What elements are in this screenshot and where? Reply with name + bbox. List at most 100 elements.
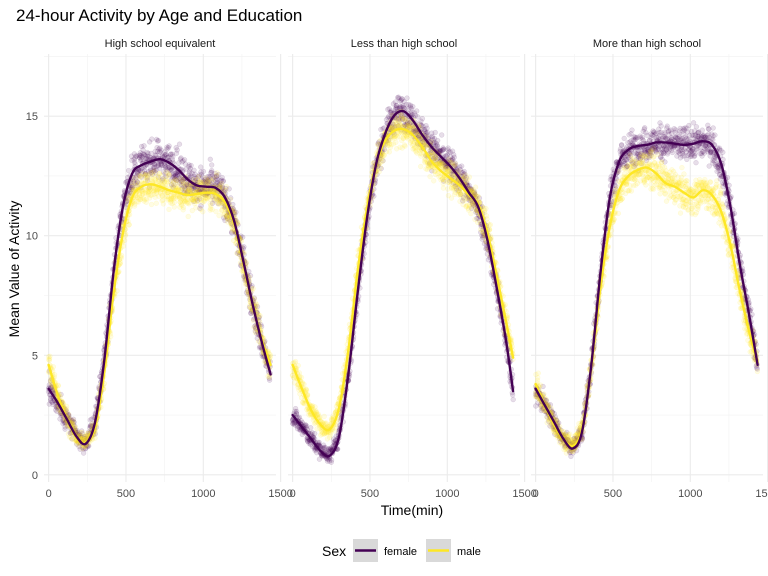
data-point	[134, 153, 140, 159]
data-point	[87, 417, 93, 423]
data-point	[151, 164, 157, 171]
x-tick-label: 0	[46, 488, 52, 500]
data-point	[181, 157, 188, 163]
data-point	[227, 196, 233, 203]
data-point	[487, 222, 494, 228]
data-point	[154, 163, 160, 170]
data-point	[419, 116, 426, 122]
data-point	[84, 433, 90, 439]
data-point	[145, 168, 152, 175]
data-point	[138, 143, 145, 150]
data-point	[127, 189, 133, 196]
data-point	[158, 162, 165, 169]
data-points	[532, 120, 761, 460]
x-tick-label: 1000	[191, 488, 215, 500]
data-point	[80, 446, 87, 452]
data-point	[303, 387, 310, 393]
data-point	[151, 161, 157, 167]
data-point	[47, 397, 54, 404]
data-point	[81, 435, 88, 442]
data-point	[180, 204, 187, 211]
series-line-female	[47, 158, 272, 446]
data-point	[257, 313, 263, 319]
data-point	[82, 435, 88, 442]
data-point	[475, 193, 481, 199]
data-point	[254, 301, 260, 308]
data-point	[153, 136, 160, 143]
data-point	[292, 358, 299, 365]
data-point	[129, 185, 136, 191]
data-point	[153, 200, 159, 206]
data-point	[139, 154, 145, 160]
data-point	[176, 141, 183, 147]
data-point	[80, 450, 87, 456]
data-point	[126, 222, 132, 228]
data-point	[410, 103, 416, 110]
data-point	[295, 362, 301, 369]
data-point	[69, 436, 75, 442]
x-tick-label: 1500	[755, 488, 768, 500]
y-tick-label: 10	[26, 231, 38, 243]
data-point	[84, 443, 91, 450]
data-point	[147, 171, 153, 177]
data-point	[159, 162, 165, 168]
data-point	[483, 205, 489, 212]
data-point	[85, 443, 91, 449]
data-point	[138, 153, 144, 159]
data-point	[153, 153, 159, 159]
facet-strip-label: Less than high school	[351, 38, 457, 50]
data-point	[132, 161, 138, 167]
data-point	[151, 168, 157, 174]
data-point	[148, 154, 154, 161]
x-tick-label: 500	[604, 488, 622, 500]
data-point	[200, 168, 207, 175]
data-point	[155, 162, 161, 168]
x-tick-label: 0	[533, 488, 539, 500]
data-point	[440, 146, 447, 152]
data-point	[143, 155, 149, 162]
data-point	[155, 160, 161, 167]
data-point	[53, 407, 59, 413]
y-tick-label: 0	[32, 470, 38, 482]
data-point	[114, 288, 120, 294]
data-point	[48, 384, 54, 390]
data-point	[152, 168, 158, 174]
data-point	[86, 443, 92, 449]
data-point	[142, 168, 148, 174]
data-point	[130, 178, 137, 184]
data-point	[308, 425, 314, 431]
data-point	[294, 408, 300, 415]
data-point	[188, 162, 194, 169]
data-point	[139, 169, 145, 175]
data-point	[135, 168, 142, 174]
data-point	[134, 169, 140, 175]
data-point	[155, 174, 162, 180]
data-point	[133, 153, 139, 159]
data-point	[87, 423, 93, 429]
data-point	[46, 401, 52, 407]
facet-strip-label: High school equivalent	[105, 38, 216, 50]
data-point	[134, 183, 140, 189]
data-point	[195, 174, 202, 180]
data-point	[81, 433, 88, 440]
data-point	[146, 139, 153, 145]
data-point	[144, 175, 150, 181]
data-point	[71, 419, 77, 425]
data-point	[157, 149, 163, 155]
data-point	[80, 435, 86, 441]
data-point	[62, 424, 68, 430]
data-point	[149, 136, 155, 142]
data-point	[223, 184, 229, 190]
data-point	[166, 143, 172, 149]
data-point	[466, 174, 473, 180]
data-point	[510, 396, 516, 403]
data-point	[60, 420, 66, 427]
data-point	[144, 177, 151, 183]
data-point	[142, 172, 148, 178]
data-point	[298, 374, 305, 381]
data-point	[132, 159, 138, 165]
data-point	[483, 213, 490, 219]
data-point	[46, 356, 53, 362]
x-tick-label: 1500	[268, 488, 292, 500]
